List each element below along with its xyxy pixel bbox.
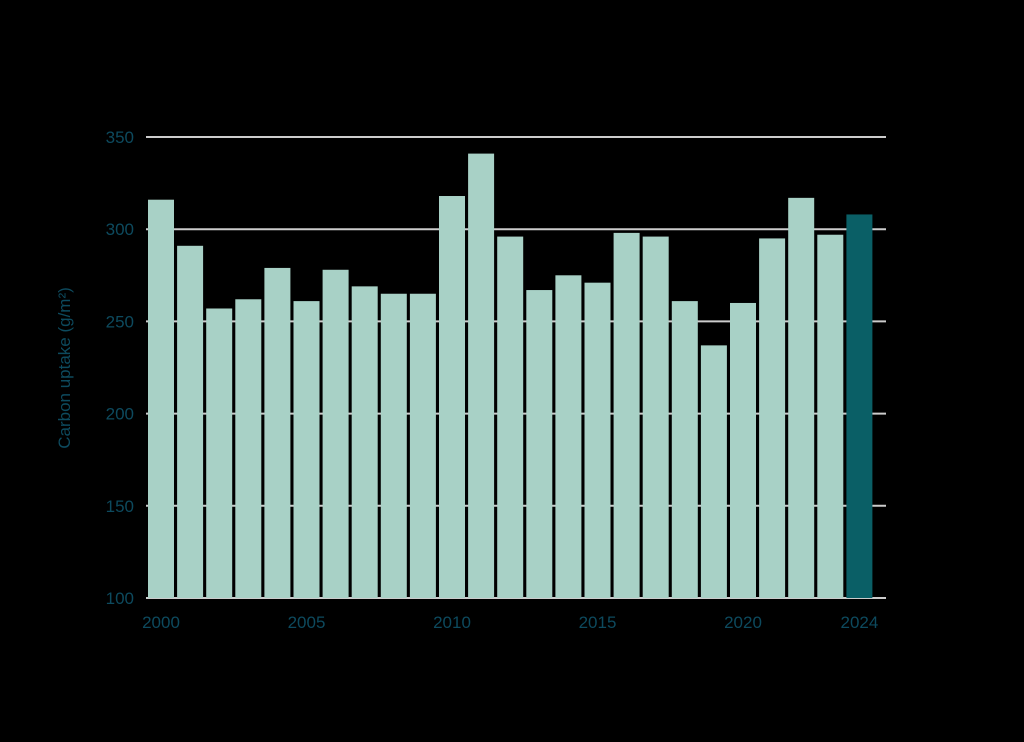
y-axis-title: Carbon uptake (g/m²) [55, 287, 74, 449]
bar-2019 [700, 345, 727, 598]
bar-2020 [730, 302, 756, 598]
bar-2001 [177, 245, 204, 598]
x-tick-label: 2010 [433, 613, 471, 632]
bars [148, 153, 873, 599]
bar-2008 [380, 293, 407, 598]
x-axis-ticks: 2000 2005 2010 2015 2020 2024 [142, 613, 878, 632]
bar-2015 [584, 282, 611, 598]
bar-2021 [759, 238, 786, 599]
bar-2014 [555, 275, 582, 598]
y-tick-label: 200 [106, 405, 134, 424]
bar-2016 [613, 232, 640, 598]
bar-2024 [846, 214, 873, 598]
bar-2004 [264, 267, 291, 598]
y-tick-label: 350 [106, 128, 134, 147]
y-tick-label: 300 [106, 220, 134, 239]
y-tick-label: 150 [106, 497, 134, 516]
y-tick-label: 100 [106, 589, 134, 608]
x-tick-label: 2000 [142, 613, 180, 632]
bar-2007 [351, 286, 378, 598]
bar-2013 [526, 290, 553, 598]
bar-2017 [642, 236, 669, 599]
x-tick-label: 2015 [579, 613, 617, 632]
bar-2012 [497, 236, 524, 599]
bar-2002 [206, 308, 233, 598]
bar-2018 [671, 301, 698, 598]
bar-2005 [293, 301, 320, 598]
bar-2023 [817, 234, 844, 598]
bar-2000 [148, 199, 174, 599]
x-tick-label: 2024 [840, 613, 878, 632]
bar-2011 [468, 153, 495, 598]
bar-2003 [235, 299, 262, 598]
x-tick-label: 2020 [724, 613, 762, 632]
x-tick-label: 2005 [288, 613, 326, 632]
y-axis-ticks: 100 150 200 250 300 350 [106, 128, 134, 608]
bar-2009 [409, 293, 436, 598]
bar-2022 [788, 197, 815, 599]
bar-2006 [322, 269, 349, 598]
y-tick-label: 250 [106, 312, 134, 331]
bar-2010 [439, 196, 465, 598]
